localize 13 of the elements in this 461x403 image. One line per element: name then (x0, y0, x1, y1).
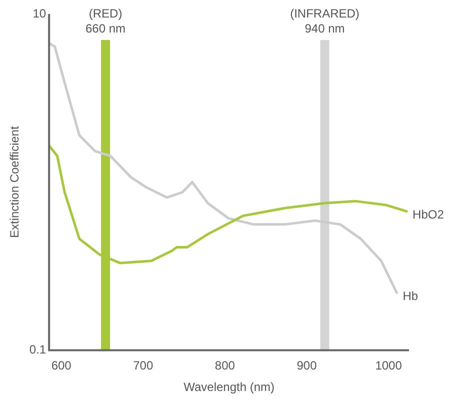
x-axis-title: Wavelength (nm) (184, 380, 275, 394)
y-tick-label: 10 (32, 6, 46, 20)
x-tick-label: 600 (51, 358, 72, 373)
series-label: HbO2 (412, 208, 444, 222)
x-tick-label: 900 (296, 358, 318, 373)
y-axis-title: Extinction Coefficient (8, 126, 22, 238)
x-tick-label: 800 (214, 358, 236, 373)
ref-line-label: (INFRARED) 940 nm (290, 6, 360, 36)
ref-line-label: (RED) 660 nm (86, 6, 126, 36)
x-tick-label: 700 (133, 358, 154, 373)
series-label: Hb (402, 288, 418, 303)
x-tick-label: 1000 (375, 358, 402, 373)
y-tick-label: 0.1 (29, 342, 46, 357)
